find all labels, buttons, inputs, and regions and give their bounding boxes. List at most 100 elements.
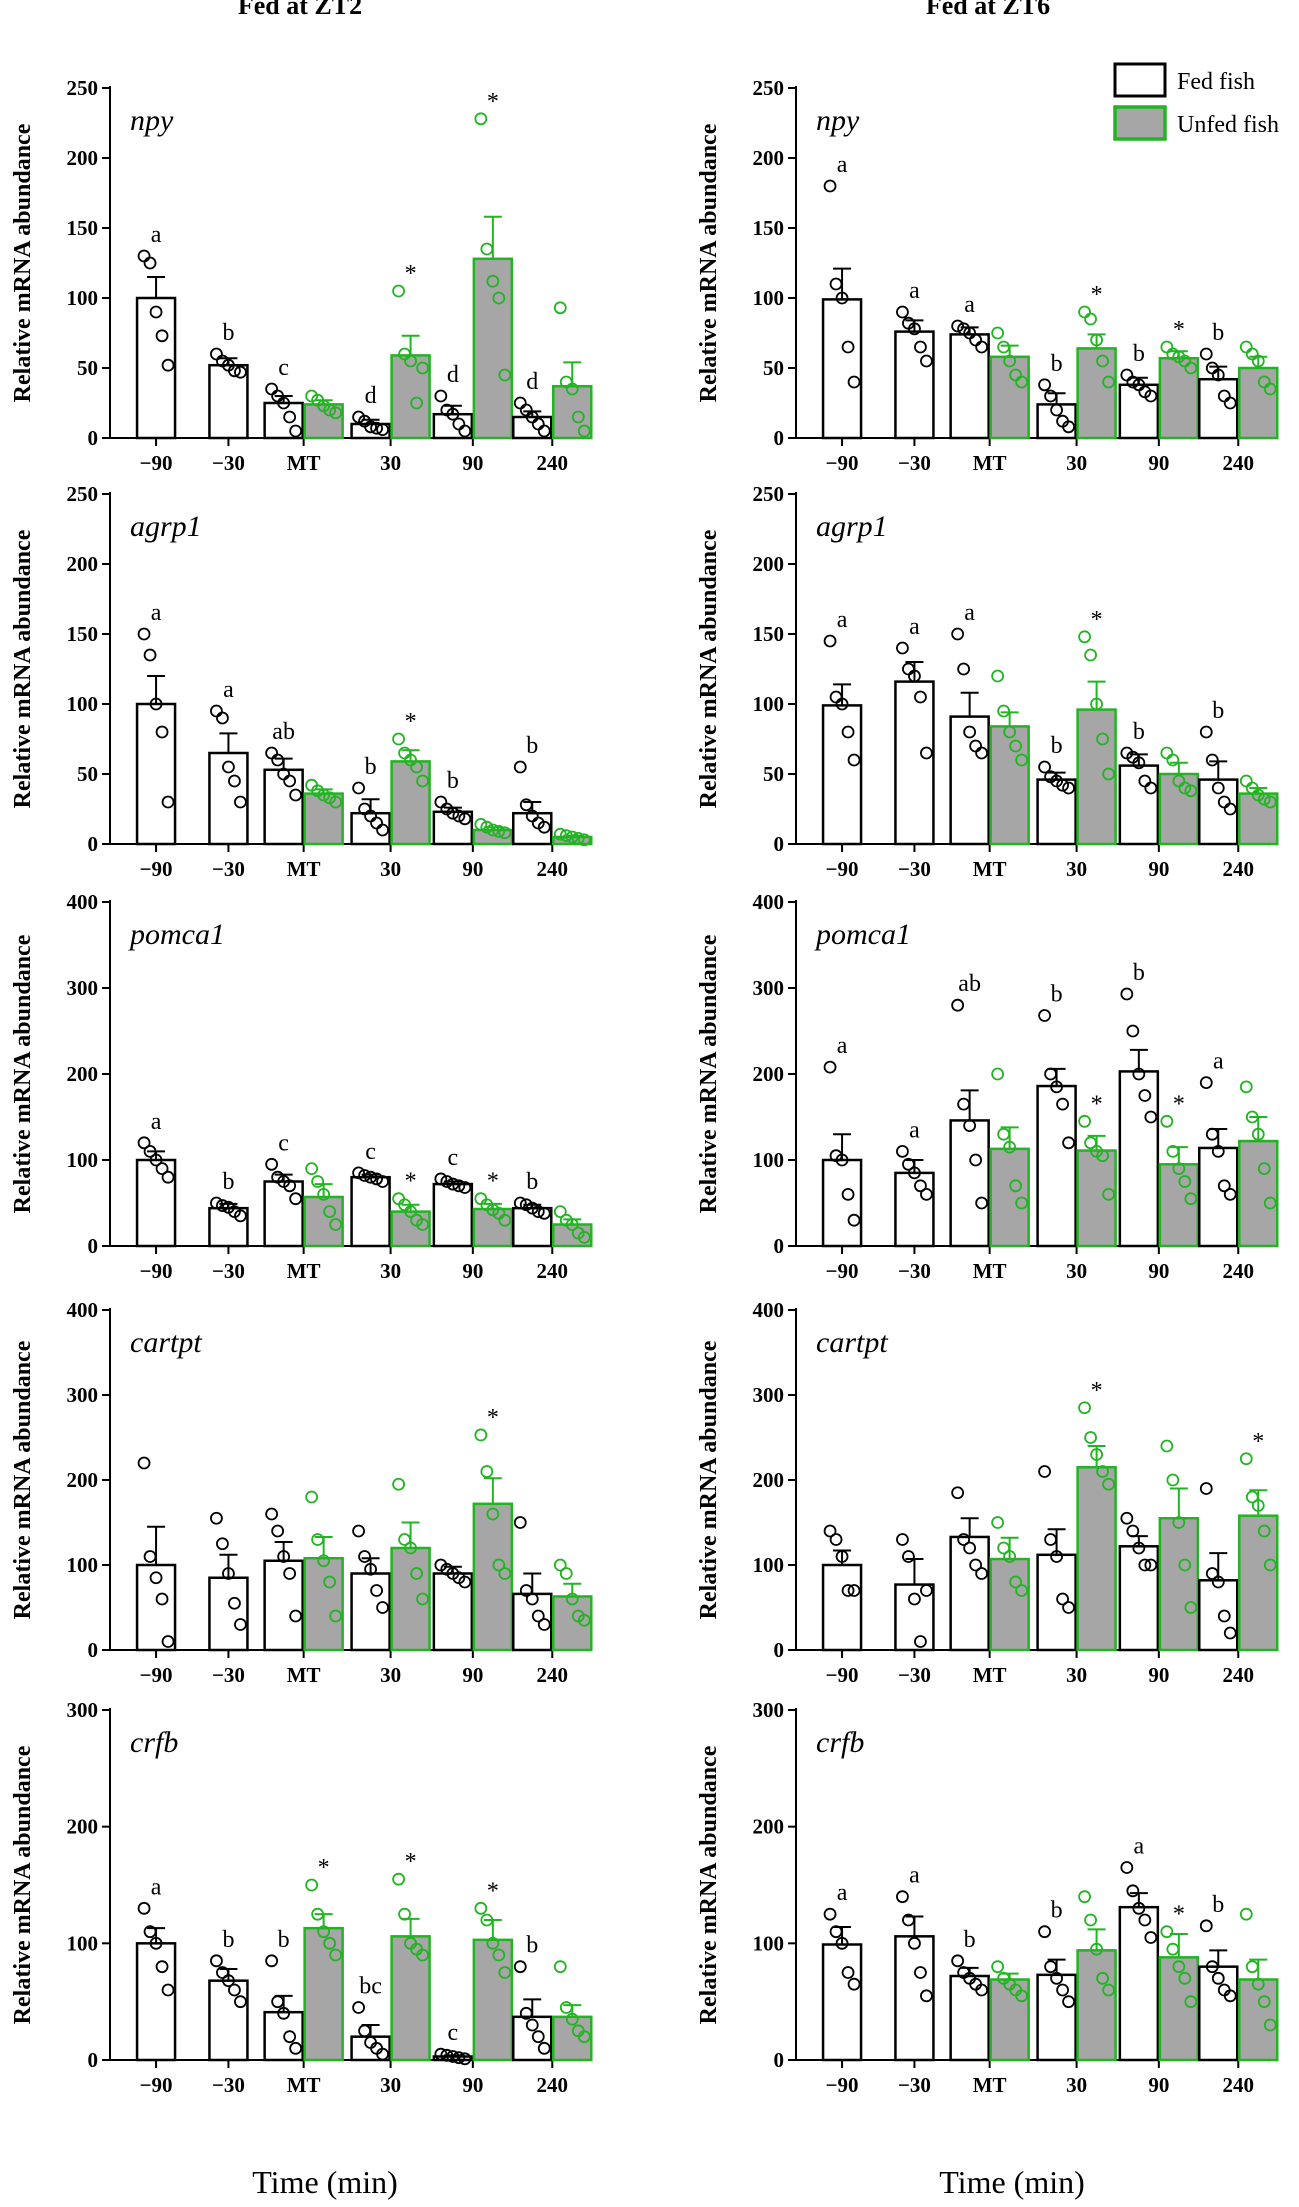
- significance-letter: b: [1133, 960, 1145, 986]
- fed-point: [1120, 368, 1134, 382]
- unfed-bar: [303, 1556, 344, 1652]
- fed-point: [951, 1486, 965, 1500]
- fed-point: [149, 1153, 163, 1167]
- fed-bar: [208, 363, 249, 440]
- fed-point: [434, 389, 448, 403]
- fed-bar: [1036, 1084, 1077, 1248]
- unfed-point: [997, 704, 1011, 718]
- unfed-point: [329, 795, 343, 809]
- gene-label: cartpt: [816, 1326, 888, 1359]
- unfed-point: [1172, 1162, 1186, 1175]
- unfed-point: [997, 1127, 1011, 1141]
- unfed-point: [317, 1554, 331, 1568]
- significance-letter: b: [447, 768, 459, 794]
- fed-point: [1223, 396, 1237, 410]
- significance-star: *: [405, 1169, 417, 1195]
- gene-label: crfb: [816, 1726, 864, 1759]
- fed-point: [975, 1567, 989, 1580]
- unfed-point: [486, 1936, 500, 1950]
- fed-point: [228, 364, 241, 378]
- panel-ZT2-crfb: 0 100 200 300 Relative mRNA abundance crfb −90…: [10, 1698, 593, 2097]
- fed-point: [161, 1635, 175, 1648]
- y-tick-label: 0: [774, 1234, 785, 1258]
- unfed-point: [1178, 781, 1192, 795]
- fed-point: [902, 1550, 915, 1563]
- y-tick-label: 200: [67, 146, 99, 170]
- fed-point: [908, 1592, 921, 1606]
- unfed-point: [323, 1205, 337, 1218]
- fed-point: [1132, 756, 1146, 770]
- fed-point: [143, 1550, 157, 1563]
- fed-point: [847, 753, 861, 767]
- fed-bar: [1118, 1545, 1160, 1652]
- unfed-point: [1184, 1995, 1198, 2009]
- y-axis-label: Relative mRNA abundance: [10, 123, 36, 402]
- unfed-bar: [390, 354, 431, 440]
- unfed-point: [404, 1541, 417, 1555]
- unfed-bar: [552, 1595, 593, 1652]
- significance-letter: b: [1212, 1892, 1224, 1918]
- significance-star: *: [487, 1169, 499, 1195]
- fed-point: [1199, 725, 1213, 739]
- fed-point: [823, 634, 837, 648]
- unfed-point: [1239, 1907, 1253, 1921]
- x-tick-label: 90: [1148, 2073, 1169, 2097]
- fed-bar: [821, 298, 863, 440]
- fed-point: [271, 753, 285, 767]
- fed-point: [289, 2041, 303, 2055]
- fed-point: [1144, 389, 1158, 403]
- unfed-point: [565, 1592, 579, 1606]
- unfed-point: [1102, 1477, 1115, 1491]
- unfed-point: [410, 1567, 423, 1580]
- x-tick-label: −90: [140, 1663, 173, 1687]
- fed-point: [537, 1618, 551, 1631]
- fed-point: [283, 2030, 297, 2044]
- unfed-point: [1015, 1196, 1029, 1210]
- unfed-point: [1251, 354, 1265, 368]
- fed-point: [155, 329, 169, 343]
- unfed-point: [991, 1516, 1005, 1529]
- unfed-bar: [1158, 356, 1200, 440]
- x-tick-label: 30: [380, 1259, 401, 1283]
- x-tick-label: 240: [1223, 1259, 1255, 1283]
- y-tick-label: 200: [753, 1815, 785, 1839]
- significance-letter: bc: [359, 1974, 382, 2000]
- fed-point: [847, 1977, 861, 1991]
- unfed-bar: [390, 1210, 431, 1248]
- significance-letter: b: [365, 754, 377, 780]
- fed-point: [847, 375, 861, 389]
- fed-point: [1217, 1179, 1231, 1193]
- fed-bar: [821, 1158, 863, 1248]
- fed-point: [440, 1175, 454, 1188]
- fed-bar: [135, 702, 177, 846]
- unfed-bar: [1238, 366, 1279, 440]
- fed-point: [1126, 1524, 1140, 1538]
- unfed-point: [1263, 1558, 1277, 1572]
- unfed-point: [991, 1960, 1005, 1974]
- unfed-point: [1009, 739, 1023, 753]
- y-tick-label: 150: [753, 622, 785, 646]
- x-tick-label: 240: [537, 857, 569, 881]
- x-tick-label: MT: [287, 857, 321, 881]
- fed-point: [969, 1558, 983, 1572]
- fed-point: [823, 1060, 837, 1074]
- x-tick-label: −30: [212, 1663, 245, 1687]
- fed-point: [1199, 1919, 1213, 1933]
- unfed-bar: [989, 1557, 1030, 1652]
- fed-point: [951, 627, 965, 641]
- unfed-bar: [1238, 1514, 1279, 1652]
- unfed-point: [1178, 1175, 1192, 1188]
- x-tick-label: −90: [826, 857, 859, 881]
- fed-point: [914, 1179, 927, 1193]
- unfed-bar: [989, 725, 1030, 846]
- x-tick-label: −30: [898, 857, 931, 881]
- significance-star: *: [1091, 607, 1103, 633]
- fed-point: [222, 1567, 235, 1580]
- fed-point: [1038, 378, 1051, 392]
- fed-bar: [135, 1942, 177, 2062]
- fed-point: [531, 1609, 545, 1623]
- y-tick-label: 100: [753, 286, 785, 310]
- unfed-point: [565, 2012, 579, 2026]
- fed-point: [137, 249, 151, 263]
- fed-point: [914, 1635, 927, 1648]
